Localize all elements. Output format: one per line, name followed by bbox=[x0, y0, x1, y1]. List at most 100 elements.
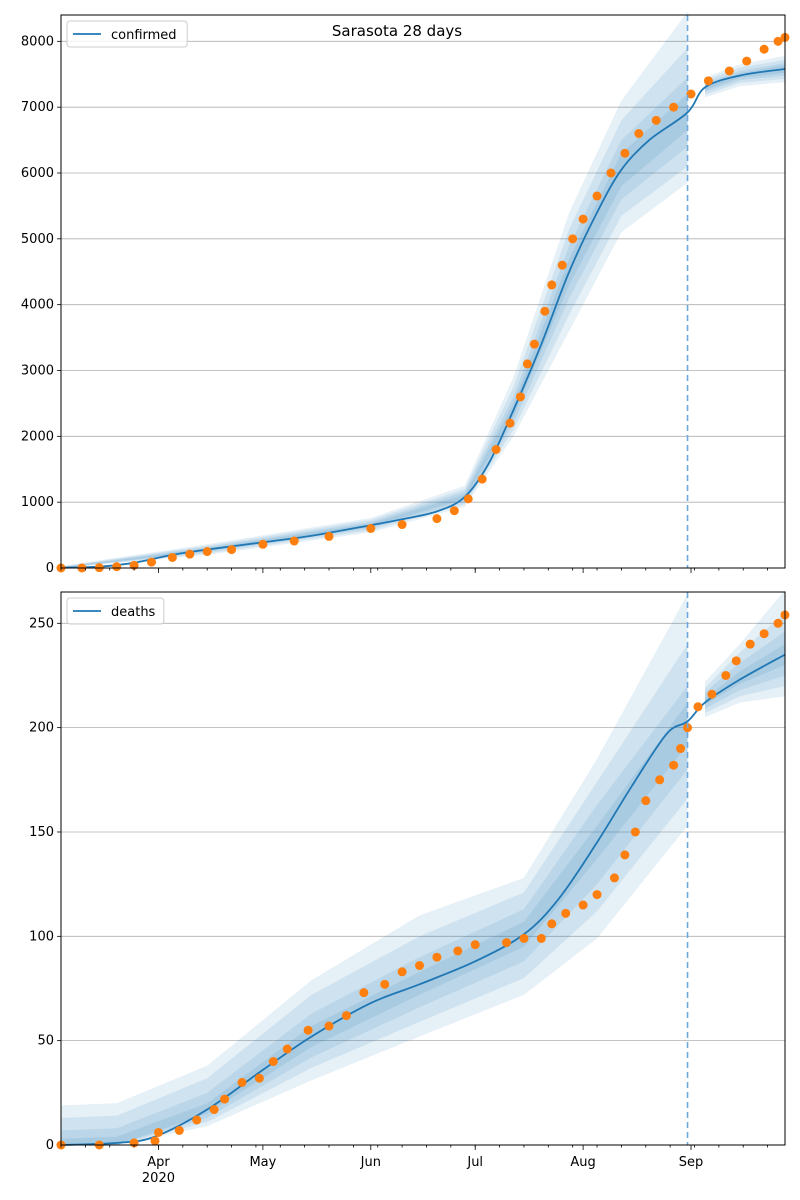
confirmed-ytick-label: 0 bbox=[46, 561, 54, 576]
deaths-observed-point bbox=[153, 1127, 163, 1137]
deaths-confidence-band bbox=[61, 594, 688, 1145]
confirmed-observed-point bbox=[289, 536, 299, 546]
deaths-ytick-label: 50 bbox=[37, 1034, 54, 1049]
deaths-observed-point bbox=[150, 1136, 160, 1146]
confirmed-ytick-label: 7000 bbox=[21, 100, 54, 115]
deaths-ytick-label: 250 bbox=[29, 616, 54, 631]
xtick-label: Apr bbox=[147, 1155, 170, 1170]
deaths-observed-point bbox=[415, 961, 425, 971]
deaths-observed-point bbox=[669, 760, 679, 770]
confirmed-observed-point bbox=[557, 260, 567, 270]
deaths-observed-point bbox=[641, 796, 651, 806]
confirmed-observed-point bbox=[703, 76, 713, 86]
deaths-observed-point bbox=[237, 1077, 247, 1087]
xtick-label: Jul bbox=[466, 1155, 483, 1170]
deaths-ytick-label: 150 bbox=[29, 825, 54, 840]
deaths-legend: deaths bbox=[66, 597, 165, 625]
deaths-observed-point bbox=[174, 1125, 184, 1135]
deaths-observed-point bbox=[254, 1073, 264, 1083]
confirmed-observed-point bbox=[147, 557, 156, 567]
confirmed-confidence-band bbox=[61, 11, 688, 569]
confirmed-legend: confirmed bbox=[66, 20, 188, 48]
confirmed-ytick-label: 2000 bbox=[21, 429, 54, 444]
confirmed-observed-point bbox=[620, 148, 630, 158]
confirmed-observed-point bbox=[185, 549, 195, 559]
confirmed-observed-point bbox=[491, 445, 501, 454]
xtick-label: Sep bbox=[679, 1155, 704, 1170]
deaths-observed-point bbox=[536, 933, 546, 943]
deaths-observed-point bbox=[432, 952, 442, 962]
deaths-observed-point bbox=[759, 629, 769, 639]
deaths-observed-point bbox=[620, 850, 630, 860]
deaths-model-line bbox=[60, 653, 786, 1146]
confirmed-legend-label: confirmed bbox=[111, 28, 177, 43]
deaths-observed-point bbox=[192, 1115, 202, 1125]
confirmed-ytick-label: 1000 bbox=[21, 495, 54, 510]
confirmed-observed-point bbox=[773, 36, 783, 46]
deaths-observed-point bbox=[578, 900, 588, 910]
confirmed-observed-point bbox=[522, 359, 532, 369]
deaths-observed-point bbox=[547, 919, 557, 929]
xtick-year-label: 2020 bbox=[142, 1171, 175, 1186]
deaths-observed-point bbox=[324, 1021, 334, 1031]
confirmed-observed-point bbox=[669, 102, 679, 112]
confirmed-observed-point bbox=[397, 520, 407, 530]
deaths-observed-point bbox=[609, 873, 619, 883]
deaths-observed-point bbox=[220, 1094, 230, 1104]
confirmed-observed-point bbox=[606, 168, 616, 178]
figure-title: Sarasota 28 days bbox=[332, 22, 462, 40]
deaths-observed-point bbox=[341, 1011, 351, 1021]
confirmed-observed-point bbox=[578, 214, 588, 224]
confirmed-legend-box bbox=[66, 20, 188, 48]
confirmed-observed-point bbox=[547, 280, 557, 290]
xtick-label: Aug bbox=[570, 1155, 595, 1170]
confirmed-observed-point bbox=[759, 44, 769, 54]
deaths-observed-point bbox=[630, 827, 640, 837]
confirmed-observed-point bbox=[366, 524, 376, 533]
deaths-observed-point bbox=[282, 1044, 292, 1054]
confirmed-observed-point bbox=[202, 547, 212, 557]
confirmed-panel: 0 1000 2000 3000 4000 5000 6000 7000 8000 confirm… bbox=[21, 11, 790, 576]
deaths-observed-point bbox=[453, 946, 463, 956]
deaths-observed-point bbox=[707, 689, 717, 699]
deaths-observed-point bbox=[721, 670, 731, 680]
deaths-observed-point bbox=[655, 775, 665, 785]
deaths-legend-label: deaths bbox=[111, 605, 156, 620]
deaths-observed-point bbox=[397, 967, 407, 977]
deaths-panel: 0 50 100 150 200 250 deaths bbox=[29, 589, 790, 1153]
confirmed-ytick-label: 4000 bbox=[21, 298, 54, 313]
confirmed-observed-point bbox=[592, 191, 602, 201]
confirmed-observed-point bbox=[515, 392, 525, 402]
confirmed-confidence-band bbox=[704, 59, 785, 95]
confirmed-confidence-band bbox=[704, 55, 785, 98]
confirmed-observed-point bbox=[258, 539, 268, 549]
confirmed-observed-point bbox=[742, 56, 752, 66]
xtick-label: May bbox=[249, 1155, 276, 1170]
deaths-observed-point bbox=[592, 890, 602, 900]
deaths-observed-point bbox=[519, 933, 529, 943]
deaths-ytick-label: 0 bbox=[46, 1138, 54, 1153]
deaths-ytick-label: 200 bbox=[29, 721, 54, 736]
deaths-axes-frame bbox=[60, 591, 786, 1146]
confirmed-ytick-label: 8000 bbox=[21, 34, 54, 49]
confirmed-ytick-label: 5000 bbox=[21, 232, 54, 247]
confirmed-axes-frame bbox=[60, 14, 786, 569]
deaths-observed-point bbox=[745, 639, 755, 649]
deaths-legend-box bbox=[66, 597, 165, 625]
deaths-observed-point bbox=[676, 744, 686, 754]
confirmed-observed-point bbox=[634, 129, 644, 138]
confirmed-ytick-label: 6000 bbox=[21, 166, 54, 181]
confirmed-observed-point bbox=[477, 474, 487, 484]
deaths-observed-point bbox=[470, 940, 480, 950]
confirmed-observed-point bbox=[324, 531, 334, 541]
deaths-observed-point bbox=[209, 1105, 219, 1115]
confirmed-observed-point bbox=[463, 494, 473, 504]
confirmed-observed-point bbox=[432, 514, 442, 524]
deaths-observed-point bbox=[359, 988, 369, 998]
confirmed-observed-point bbox=[167, 552, 177, 562]
deaths-observed-point bbox=[380, 979, 390, 989]
deaths-observed-point bbox=[561, 908, 571, 918]
xtick-label: Jun bbox=[360, 1155, 381, 1170]
